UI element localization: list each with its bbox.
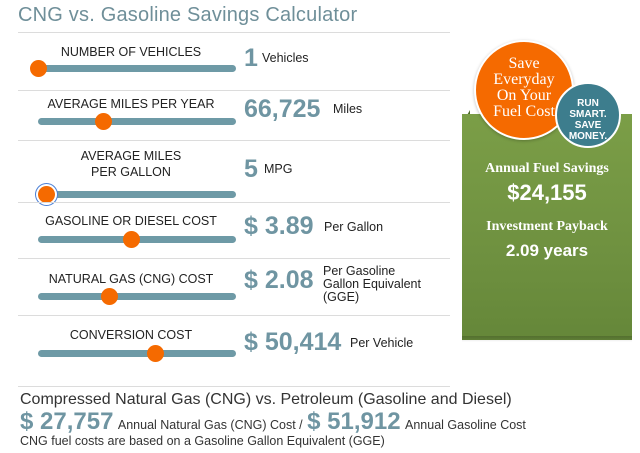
miles-per-year-value: 66,725 <box>244 95 321 123</box>
results-panel-background <box>462 114 632 340</box>
slider-track[interactable] <box>38 191 236 198</box>
badge-line: RUN <box>577 98 599 109</box>
annual-savings-label: Annual Fuel Savings <box>485 161 609 176</box>
vehicles-label: NUMBER OF VEHICLES <box>60 45 202 59</box>
gasoline-cost-value: $ 3.89 <box>244 212 314 240</box>
miles-per-year-row: AVERAGE MILES PER YEAR 66,725 Miles <box>18 90 450 166</box>
payback-value: 2.09 years <box>505 241 589 260</box>
mpg-unit: MPG <box>264 162 293 176</box>
slider-thumb[interactable] <box>30 60 47 77</box>
badge-line: Fuel Cost <box>493 103 555 120</box>
run-smart-badge: RUN SMART. SAVE MONEY. <box>555 82 621 148</box>
slider-track[interactable] <box>38 65 236 72</box>
badge-line: Save <box>508 55 540 72</box>
annual-gasoline-cost: $ 51,912 <box>307 408 401 435</box>
badge-line: Everyday <box>493 71 555 88</box>
badge-line: SAVE <box>574 120 602 131</box>
conversion-cost-slider[interactable] <box>38 345 236 362</box>
results-panel: Save Everyday On Your Fuel Cost RUN SMAR… <box>462 40 632 342</box>
slider-track[interactable] <box>38 293 236 300</box>
cng-cost-value: $ 2.08 <box>244 266 314 294</box>
miles-per-year-label: AVERAGE MILES PER YEAR <box>47 97 215 111</box>
page-title: CNG vs. Gasoline Savings Calculator <box>18 4 358 26</box>
badge-line: On Your <box>496 87 552 104</box>
gasoline-cost-row: GASOLINE OR DIESEL COST $ 3.89 Per Gallo… <box>18 202 450 268</box>
summary-title: Compressed Natural Gas (CNG) vs. Petrole… <box>20 391 512 408</box>
slider-track[interactable] <box>38 350 236 357</box>
miles-per-year-unit: Miles <box>333 102 363 116</box>
vehicles-row: NUMBER OF VEHICLES 1 Vehicles <box>18 32 450 90</box>
conversion-cost-label: CONVERSION COST <box>69 328 193 342</box>
mpg-slider[interactable] <box>37 186 236 203</box>
payback-label: Investment Payback <box>486 219 608 234</box>
badge-line: MONEY. <box>568 131 608 142</box>
summary-costs: $ 27,757 Annual Natural Gas (CNG) Cost /… <box>20 408 526 435</box>
results-panel-shadow <box>462 336 632 342</box>
annual-gasoline-cost-label: Annual Gasoline Cost <box>405 418 526 432</box>
vehicles-slider[interactable] <box>30 60 236 77</box>
slider-thumb[interactable] <box>123 231 141 248</box>
gasoline-cost-label: GASOLINE OR DIESEL COST <box>45 214 217 228</box>
slider-thumb[interactable] <box>37 186 55 203</box>
slider-thumb[interactable] <box>146 345 164 362</box>
gasoline-cost-unit: Per Gallon <box>324 220 384 234</box>
annual-cng-cost-label: Annual Natural Gas (CNG) Cost / <box>117 418 303 432</box>
vehicles-value: 1 <box>244 44 258 72</box>
miles-per-year-slider[interactable] <box>38 113 236 130</box>
conversion-cost-unit: Per Vehicle <box>350 336 414 350</box>
save-everyday-badge: Save Everyday On Your Fuel Cost <box>474 40 574 140</box>
conversion-cost-value: $ 50,414 <box>244 328 342 356</box>
mpg-label: AVERAGE MILES PER GALLON <box>80 149 182 179</box>
slider-track[interactable] <box>38 118 236 125</box>
cng-cost-label: NATURAL GAS (CNG) COST <box>48 272 214 286</box>
slider-thumb[interactable] <box>101 288 119 305</box>
vehicles-unit: Vehicles <box>262 51 309 65</box>
cng-cost-row: NATURAL GAS (CNG) COST $ 2.08 Per Gasoli… <box>18 258 450 316</box>
gasoline-cost-slider[interactable] <box>38 231 236 248</box>
badge-line: SMART. <box>569 109 607 120</box>
mpg-row: AVERAGE MILES PER GALLON 5 MPG <box>18 140 450 203</box>
mpg-value: 5 <box>244 155 258 183</box>
annual-savings-value: $24,155 <box>507 180 587 205</box>
cng-cost-unit: Per Gasoline Gallon Equivalent (GGE) <box>323 264 421 304</box>
summary-note: CNG fuel costs are based on a Gasoline G… <box>20 434 385 448</box>
annual-cng-cost: $ 27,757 <box>20 408 114 435</box>
cng-cost-slider[interactable] <box>38 288 236 305</box>
conversion-cost-row: CONVERSION COST $ 50,414 Per Vehicle <box>18 315 450 387</box>
slider-thumb[interactable] <box>95 113 113 130</box>
